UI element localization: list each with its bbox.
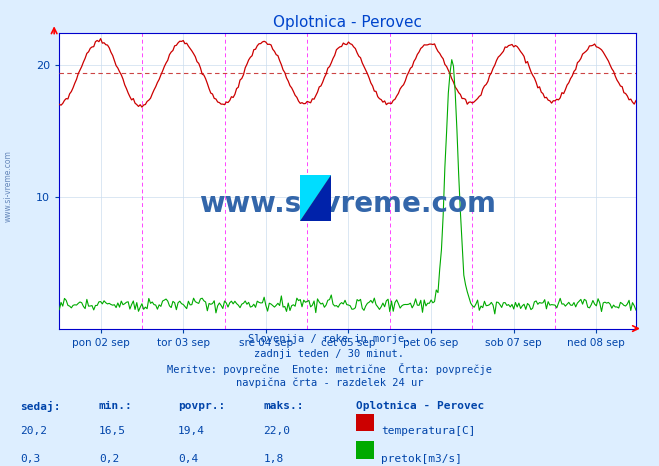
- Text: sedaj:: sedaj:: [20, 401, 60, 412]
- Text: 22,0: 22,0: [264, 426, 291, 436]
- Text: zadnji teden / 30 minut.: zadnji teden / 30 minut.: [254, 349, 405, 359]
- Text: 0,4: 0,4: [178, 454, 198, 464]
- Text: Slovenija / reke in morje.: Slovenija / reke in morje.: [248, 334, 411, 344]
- Text: temperatura[C]: temperatura[C]: [381, 426, 475, 436]
- Text: www.si-vreme.com: www.si-vreme.com: [3, 151, 13, 222]
- Text: povpr.:: povpr.:: [178, 401, 225, 411]
- Title: Oplotnica - Perovec: Oplotnica - Perovec: [273, 15, 422, 30]
- Text: 20,2: 20,2: [20, 426, 47, 436]
- Bar: [356, 441, 374, 459]
- Text: Meritve: povprečne  Enote: metrične  Črta: povprečje: Meritve: povprečne Enote: metrične Črta:…: [167, 363, 492, 375]
- Text: www.si-vreme.com: www.si-vreme.com: [199, 190, 496, 218]
- Text: 16,5: 16,5: [99, 426, 126, 436]
- Text: pretok[m3/s]: pretok[m3/s]: [381, 454, 462, 464]
- Text: min.:: min.:: [99, 401, 132, 411]
- Text: 1,8: 1,8: [264, 454, 284, 464]
- Text: maks.:: maks.:: [264, 401, 304, 411]
- Text: navpična črta - razdelek 24 ur: navpična črta - razdelek 24 ur: [236, 377, 423, 388]
- Text: Oplotnica - Perovec: Oplotnica - Perovec: [356, 401, 484, 411]
- Polygon shape: [300, 175, 331, 221]
- Polygon shape: [300, 175, 331, 221]
- Text: 0,2: 0,2: [99, 454, 119, 464]
- Text: 19,4: 19,4: [178, 426, 205, 436]
- Bar: [356, 414, 374, 431]
- Text: 0,3: 0,3: [20, 454, 40, 464]
